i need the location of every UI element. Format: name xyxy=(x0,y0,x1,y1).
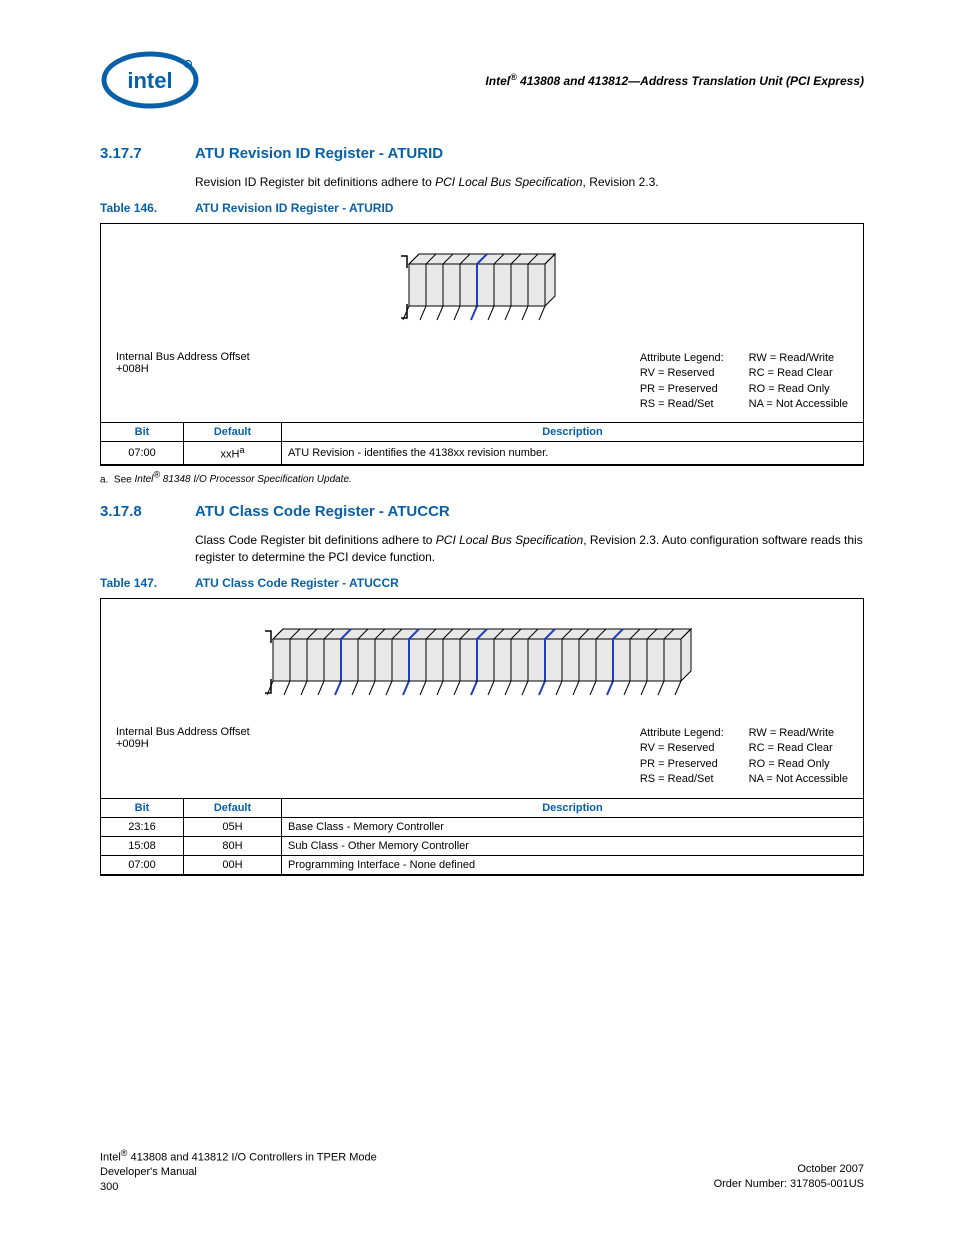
col-desc: Description xyxy=(282,423,864,442)
legend-col-right-2: RW = Read/Write RC = Read Clear RO = Rea… xyxy=(749,726,848,788)
register-table-2: Bit Default Description 23:16 05H Base C… xyxy=(100,798,864,875)
table-row: 07:00 xxHa ATU Revision - identifies the… xyxy=(101,442,864,465)
legend-row-1: Internal Bus Address Offset +008H Attrib… xyxy=(116,351,848,413)
table-caption-1: Table 146.ATU Revision ID Register - ATU… xyxy=(100,201,864,215)
section-body-1: Revision ID Register bit definitions adh… xyxy=(195,174,864,191)
cell-default: xxHa xyxy=(184,442,282,465)
cell-bit: 07:00 xyxy=(101,442,184,465)
legend-col-left-2: Attribute Legend: RV = Reserved PR = Pre… xyxy=(640,726,724,788)
legend-row-2: Internal Bus Address Offset +009H Attrib… xyxy=(116,726,848,788)
legend-col-right-1: RW = Read/Write RC = Read Clear RO = Rea… xyxy=(749,351,848,413)
col-desc: Description xyxy=(282,798,864,817)
cell-bit: 07:00 xyxy=(101,855,184,874)
cell-desc: Sub Class - Other Memory Controller xyxy=(282,836,864,855)
offset-label-1: Internal Bus Address Offset +008H xyxy=(116,351,640,375)
section-body-2: Class Code Register bit definitions adhe… xyxy=(195,532,864,566)
register-box-2: Internal Bus Address Offset +009H Attrib… xyxy=(100,598,864,876)
col-bit: Bit xyxy=(101,798,184,817)
register-box-1: Internal Bus Address Offset +008H Attrib… xyxy=(100,223,864,466)
cell-default: 80H xyxy=(184,836,282,855)
register-table-1: Bit Default Description 07:00 xxHa ATU R… xyxy=(100,422,864,465)
col-default: Default xyxy=(184,798,282,817)
cell-bit: 15:08 xyxy=(101,836,184,855)
header-title: Intel® 413808 and 413812—Address Transla… xyxy=(485,72,864,88)
col-bit: Bit xyxy=(101,423,184,442)
legend-col-left-1: Attribute Legend: RV = Reserved PR = Pre… xyxy=(640,351,724,413)
cell-bit: 23:16 xyxy=(101,817,184,836)
bits-diagram-1 xyxy=(116,236,848,336)
cell-desc: Programming Interface - None defined xyxy=(282,855,864,874)
cell-desc: Base Class - Memory Controller xyxy=(282,817,864,836)
offset-label-2: Internal Bus Address Offset +009H xyxy=(116,726,640,750)
page-header: intel R Intel® 413808 and 413812—Address… xyxy=(100,50,864,110)
footer-left: Intel® 413808 and 413812 I/O Controllers… xyxy=(100,1147,377,1195)
footnote-1: a. See Intel® 81348 I/O Processor Specif… xyxy=(100,470,864,485)
footer-right: October 2007 Order Number: 317805-001US xyxy=(714,1147,864,1195)
page-footer: Intel® 413808 and 413812 I/O Controllers… xyxy=(100,1147,864,1195)
section-heading-2: 3.17.8ATU Class Code Register - ATUCCR xyxy=(100,503,864,520)
intel-logo-icon: intel R xyxy=(100,50,200,110)
cell-default: 00H xyxy=(184,855,282,874)
svg-text:intel: intel xyxy=(127,68,172,93)
svg-text:R: R xyxy=(186,63,190,69)
col-default: Default xyxy=(184,423,282,442)
table-row: 15:08 80H Sub Class - Other Memory Contr… xyxy=(101,836,864,855)
table-row: 23:16 05H Base Class - Memory Controller xyxy=(101,817,864,836)
table-header-row: Bit Default Description xyxy=(101,423,864,442)
section-heading-1: 3.17.7ATU Revision ID Register - ATURID xyxy=(100,145,864,162)
cell-desc: ATU Revision - identifies the 4138xx rev… xyxy=(282,442,864,465)
bits-diagram-2 xyxy=(116,611,848,711)
table-row: 07:00 00H Programming Interface - None d… xyxy=(101,855,864,874)
cell-default: 05H xyxy=(184,817,282,836)
table-header-row: Bit Default Description xyxy=(101,798,864,817)
table-caption-2: Table 147.ATU Class Code Register - ATUC… xyxy=(100,576,864,590)
